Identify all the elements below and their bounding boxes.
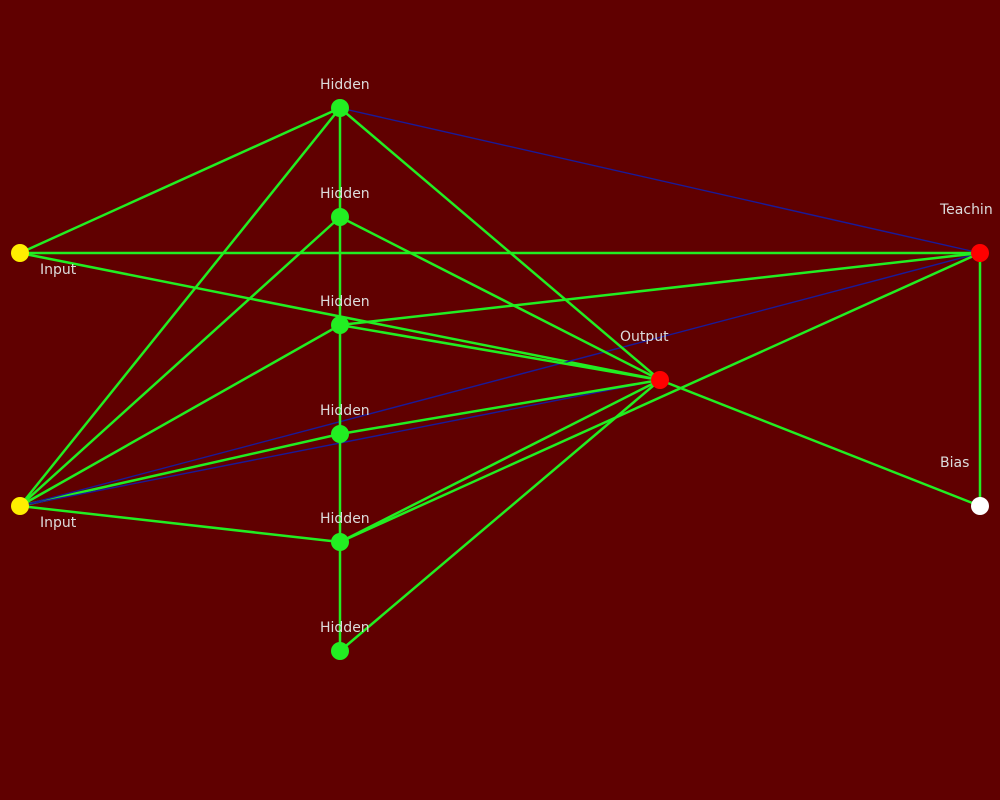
edge-h3-teach xyxy=(338,251,982,327)
node-h1[interactable] xyxy=(331,99,349,117)
node-label-in2: Input xyxy=(40,515,77,531)
node-h6[interactable] xyxy=(331,642,349,660)
node-in2[interactable] xyxy=(11,497,29,515)
node-h4[interactable] xyxy=(331,425,349,443)
node-label-bias: Bias xyxy=(940,455,969,471)
edge-in2-h5 xyxy=(18,504,342,544)
node-label-h5: Hidden xyxy=(320,511,370,527)
node-label-h3: Hidden xyxy=(320,294,370,310)
edge-h5-teach xyxy=(338,251,982,544)
edge-in2-h1 xyxy=(18,106,342,508)
edge-h5-out xyxy=(338,378,662,544)
edge-in2-h2 xyxy=(18,215,342,508)
node-label-h2: Hidden xyxy=(320,186,370,202)
labels-layer: Input Input Hidden Hidden Hidden Hidden Hidden… xyxy=(40,77,993,636)
edge-h6-out xyxy=(338,378,662,653)
node-bias[interactable] xyxy=(971,497,989,515)
edge-h2-out xyxy=(338,215,662,382)
node-label-teach: Teachin xyxy=(939,202,993,218)
edge-h3-out xyxy=(338,323,662,382)
node-h3[interactable] xyxy=(331,316,349,334)
node-label-h4: Hidden xyxy=(320,403,370,419)
node-out[interactable] xyxy=(651,371,669,389)
node-label-in1: Input xyxy=(40,262,77,278)
edge-in2-h4 xyxy=(18,432,342,508)
edge-in1-h1 xyxy=(18,106,342,255)
edges-layer xyxy=(18,106,982,653)
node-h2[interactable] xyxy=(331,208,349,226)
node-in1[interactable] xyxy=(11,244,29,262)
node-label-h6: Hidden xyxy=(320,620,370,636)
edge-h1-out xyxy=(338,106,662,382)
edge-in2-h3 xyxy=(18,323,342,508)
nodes-layer xyxy=(11,99,989,660)
node-teach[interactable] xyxy=(971,244,989,262)
node-h5[interactable] xyxy=(331,533,349,551)
edge-h4-out xyxy=(338,378,662,436)
node-label-out: Output xyxy=(620,329,669,345)
edge-out-bias xyxy=(658,378,982,508)
edge-h1-teach xyxy=(339,107,981,254)
edge-in2-teach xyxy=(19,252,981,507)
node-label-h1: Hidden xyxy=(320,77,370,93)
